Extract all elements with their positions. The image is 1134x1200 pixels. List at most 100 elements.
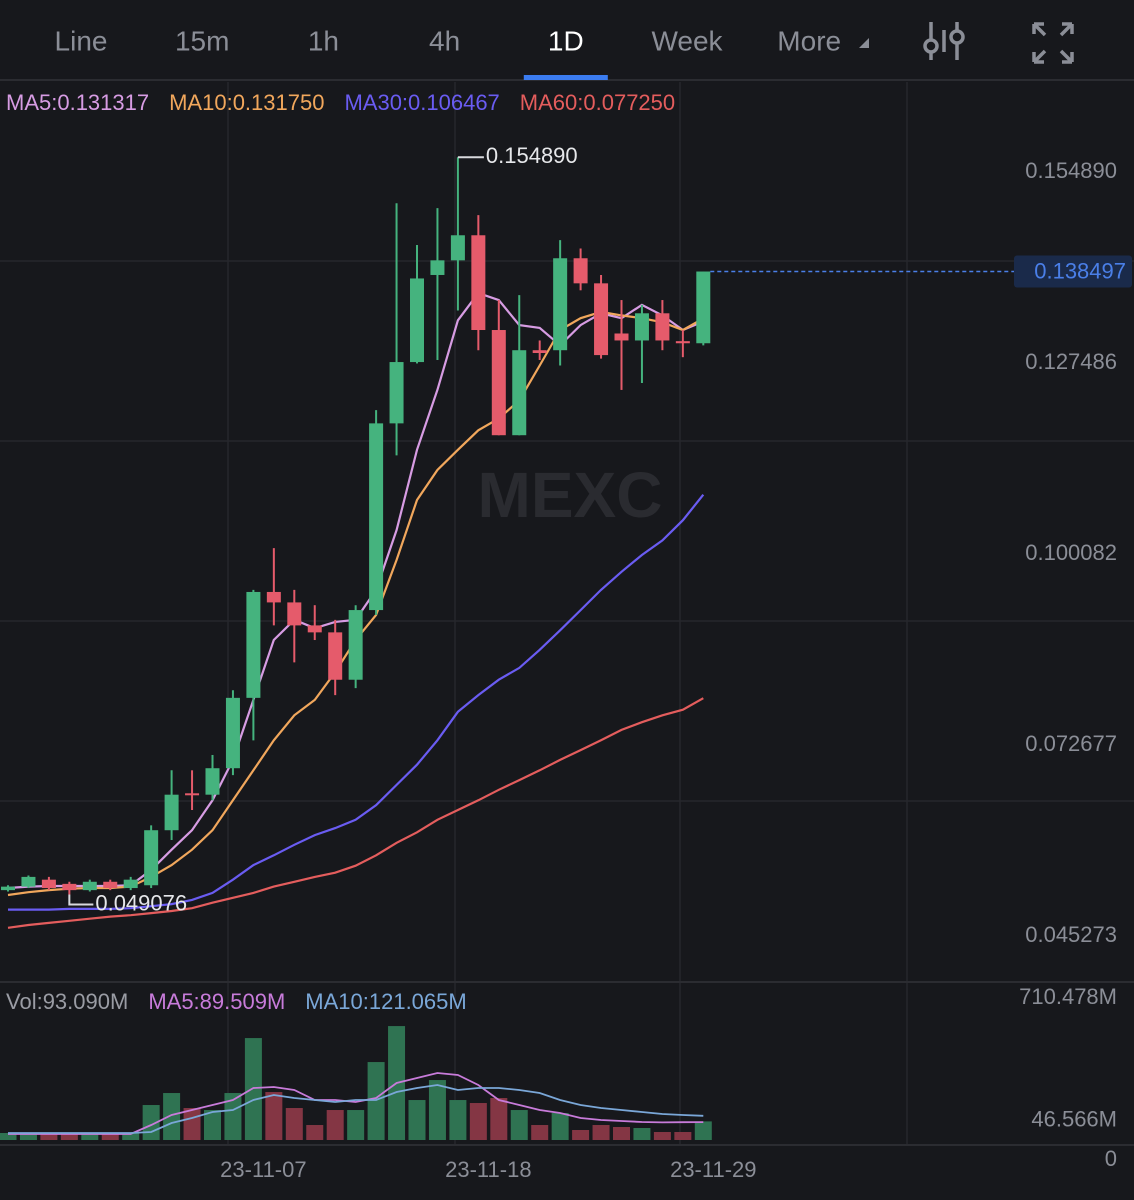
volume-bar [183,1108,201,1140]
timeframe-tab[interactable]: Line [55,25,108,56]
candle-body [82,881,97,891]
volume-bar [674,1132,692,1140]
min-label: 0.049076 [95,890,187,915]
volume-bar [19,1133,37,1140]
legend-entry: MA5:89.509M [148,989,285,1014]
candle-body [614,333,629,341]
last-price-label: 0.138497 [1034,258,1126,283]
candle-body [532,350,547,354]
candle-body [1,886,15,891]
candle-body [430,260,445,275]
volume-bar [592,1125,610,1140]
volume-bar [326,1110,344,1140]
volume-bar [367,1062,385,1140]
volume-bar [224,1093,242,1140]
candle-body [634,313,649,341]
volume-bar [490,1098,508,1140]
candle-body [103,881,118,889]
legend-entry: MA10:121.065M [305,989,466,1014]
candle-body [62,883,77,891]
timeframe-tab[interactable]: 1h [308,25,339,56]
volume-bar [449,1100,467,1140]
volume-bar [122,1133,140,1140]
active-tab-indicator [523,75,608,80]
volume-bar [265,1092,283,1140]
timeframe-tab[interactable]: 4h [429,25,460,56]
volume-bar [428,1080,446,1140]
x-tick-label: 23-11-29 [670,1157,756,1182]
timeframe-tab[interactable]: 15m [175,25,229,56]
volume-bar [306,1125,324,1140]
legend-entry: MA5:0.131317 [6,90,149,115]
candle-body [491,330,506,436]
y-tick-label: 46.566M [1031,1107,1117,1132]
volume-bar [613,1127,630,1140]
candle-body [307,625,322,633]
candle-body [348,610,363,680]
timeframe-tab[interactable]: Week [651,25,723,56]
y-tick-label: 0.154890 [1025,158,1117,183]
candle-body [410,278,424,363]
candle-body [246,591,261,698]
candle-body [21,876,36,887]
legend-entry: MA10:0.131750 [169,90,324,115]
candle-body [471,235,486,331]
timeframe-tab[interactable]: More [777,25,841,56]
volume-bar [633,1128,651,1140]
candle-body [594,283,609,356]
candle-body [205,768,220,795]
y-tick-label: 0.100082 [1025,540,1117,565]
y-tick-label: 0.127486 [1025,349,1117,374]
candle-body [41,879,56,889]
y-tick-label: 0.072677 [1025,731,1117,756]
volume-bar [163,1093,181,1140]
last-price-box [1014,255,1132,288]
candle-body [450,235,465,261]
toolbar: Line 15m 1h 4h 1D Week More [0,22,1134,81]
dropdown-arrow [859,38,869,48]
x-tick-label: 23-11-18 [445,1157,531,1182]
volume-bar [101,1133,119,1140]
volume-bar [551,1113,569,1140]
moving-average-line [8,494,705,911]
legend-entry: MA60:0.077250 [520,90,675,115]
indicator-settings-button[interactable] [923,22,965,60]
volume-bar [40,1133,58,1140]
candle-body [287,602,302,626]
legend-entry: Vol:93.090M [6,989,128,1014]
legend-entry: MA30:0.106467 [344,90,499,115]
timeframe-tab[interactable]: 1D [548,25,584,56]
volume-bar [142,1105,160,1140]
volume-average-line [8,1072,704,1135]
volume-average-line [8,1084,704,1134]
candle-body [655,313,670,341]
moving-average-line [7,697,704,929]
fullscreen-button[interactable] [1032,22,1074,64]
candle-body [512,350,527,436]
candle-body [266,591,281,603]
candle-body [389,362,404,424]
x-tick-label: 23-11-07 [220,1157,306,1182]
volume-bar [572,1130,590,1140]
volume-bar [694,1121,712,1140]
min-marker [68,894,94,906]
volume-bar [285,1108,303,1140]
candle-body [185,793,200,796]
volume-bar [653,1132,671,1140]
y-tick-label: 0 [1105,1146,1117,1171]
volume-bar [60,1133,78,1140]
y-tick-label: 0.045273 [1025,922,1117,947]
candle-body [328,632,343,680]
volume-bar [81,1133,99,1140]
volume-bar [0,1133,17,1140]
candle-body [553,258,568,351]
candle-body [164,794,179,831]
candle-body [696,271,711,344]
candle-body [225,697,240,769]
candle-body [573,258,588,284]
volume-bar [204,1110,221,1140]
volume-bar [347,1110,365,1140]
